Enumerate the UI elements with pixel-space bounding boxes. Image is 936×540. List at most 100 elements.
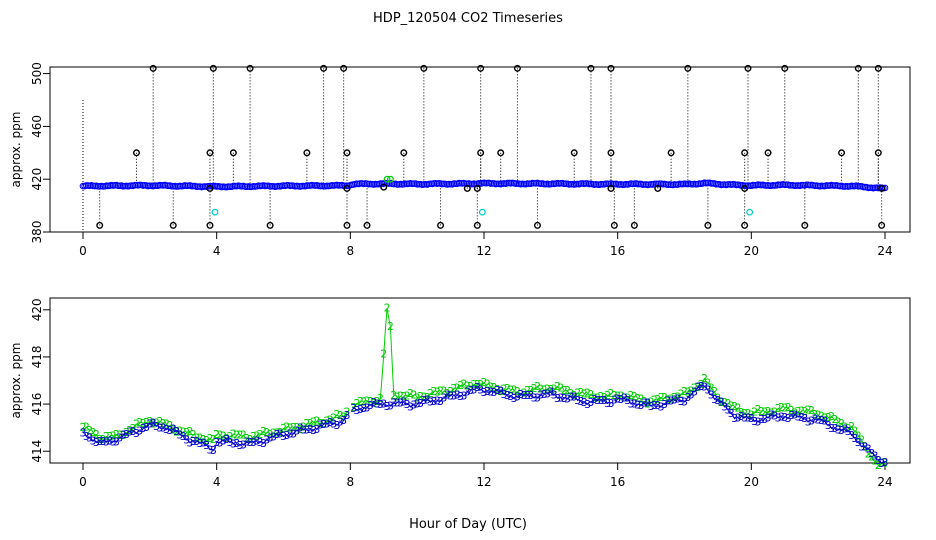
series-3-marker: 3 [96,435,103,448]
series-3-marker: 3 [638,399,645,412]
series-2-marker: 2 [661,391,668,404]
series-2-marker: 2 [410,389,417,402]
series-3-marker: 3 [377,398,384,411]
series-2-marker: 2 [597,390,604,403]
series-2-marker: 2 [845,422,852,435]
spike-green-point [383,175,391,183]
bottom-x-tick-label: 12 [476,475,491,489]
series-3-marker: 3 [651,399,658,412]
series-2-marker: 2 [591,392,598,405]
series-3-marker: 3 [748,412,755,425]
series-2-marker: 2 [691,382,698,395]
series-3-marker: 3 [551,388,558,401]
series-2-marker: 2 [303,417,310,430]
series-2-marker: 2 [494,383,501,396]
series-2-marker: 2 [504,382,511,395]
series-3-marker: 3 [370,396,377,409]
series-2-marker: 2 [587,388,594,401]
series-2-marker: 2 [704,376,711,389]
series-2-marker: 2 [434,386,441,399]
series-3-marker: 3 [280,430,287,443]
series-2-marker: 2 [668,393,675,406]
near_line-point [654,184,662,192]
flagged-point [478,208,486,216]
bottom-y-tick-label: 420 [30,298,44,321]
top-y-tick-label: 500 [30,62,44,85]
series-3-marker: 3 [661,398,668,411]
series-3-marker: 3 [547,386,554,399]
series-2-marker: 2 [123,426,130,439]
series-2-marker: 2 [106,430,113,443]
series-2-marker: 2 [444,387,451,400]
bottom-y-tick-label: 414 [30,440,44,463]
spikes_low-point [533,221,541,229]
series-3-marker: 3 [313,423,320,436]
series-2-marker: 2 [116,428,123,441]
series-2-marker: 2 [758,405,765,418]
series-3-marker: 3 [821,415,828,428]
series-3-marker: 3 [734,412,741,425]
series-3-marker: 3 [333,419,340,432]
top-x-tick-label: 0 [79,244,87,258]
spikes_high-point [340,64,348,72]
series-3-marker: 3 [330,418,337,431]
spikes_high-point [477,64,485,72]
series-3-marker: 3 [273,428,280,441]
series-3-marker: 3 [711,393,718,406]
series-3-marker: 3 [514,391,521,404]
series-3-marker: 3 [464,385,471,398]
series-2-marker: 2 [828,410,835,423]
flagged-point [746,208,754,216]
series-2-marker: 2 [96,433,103,446]
spikes_mid-point [667,149,675,157]
series-3-marker: 3 [160,421,167,434]
series-2-marker: 2 [400,390,407,403]
series-3-marker: 3 [694,381,701,394]
series-2-marker: 2 [818,409,825,422]
series-2-marker: 2 [203,434,210,447]
series-2-marker: 2 [815,408,822,421]
series-2-marker: 2 [394,391,401,404]
series-2-marker: 2 [380,348,387,361]
spikes_mid-point [206,149,214,157]
series-3-marker: 3 [621,392,628,405]
series-2-marker: 2 [213,428,220,441]
series-3-marker: 3 [233,437,240,450]
series-2-marker: 2 [390,389,397,402]
series-3-marker: 3 [708,388,715,401]
series-3-marker: 3 [744,412,751,425]
spikes_low-point [801,221,809,229]
series-3-marker: 3 [815,414,822,427]
series-3-marker: 3 [247,436,254,449]
spikes_mid-point [400,149,408,157]
series-3-marker: 3 [430,395,437,408]
series-2-marker: 2 [186,425,193,438]
series-3-marker: 3 [868,447,875,460]
series-2-marker: 2 [607,387,614,400]
series-2-marker: 2 [611,389,618,402]
series-3-marker: 3 [460,389,467,402]
series-3-marker: 3 [765,411,772,424]
near_line-point [380,183,388,191]
series-3-marker: 3 [337,416,344,429]
series-2-marker: 2 [791,407,798,420]
top-x-tick-label: 20 [744,244,759,258]
series-3-marker: 3 [470,383,477,396]
series-3-marker: 3 [768,408,775,421]
series-3-marker: 3 [170,423,177,436]
series-2-marker: 2 [143,416,150,429]
series-2-marker: 2 [176,424,183,437]
series-2-marker: 2 [140,417,147,430]
series-3-line [82,384,886,465]
top-panel: 0 4 8 12 16 20 24 380 420 460 500 approx. ppm [9,62,911,258]
series-3-marker: 3 [474,381,481,394]
series-2-marker: 2 [788,404,795,417]
series-2-marker: 2 [103,430,110,443]
series-2-marker: 2 [467,380,474,393]
series-3-marker: 3 [130,425,137,438]
series-2-marker: 2 [658,391,665,404]
series-2-marker: 2 [594,391,601,404]
series-2-marker: 2 [354,397,361,410]
spikes_low-point [437,221,445,229]
series-2-marker: 2 [450,382,457,395]
